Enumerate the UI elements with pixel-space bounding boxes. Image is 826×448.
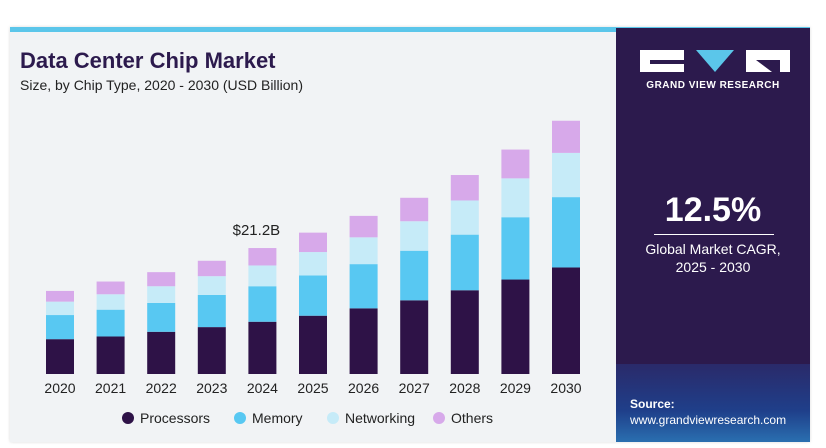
- bar-memory-2029: [501, 217, 530, 280]
- bar-processors-2020: [46, 339, 74, 374]
- x-tick-label: 2030: [550, 380, 581, 396]
- legend-label-networking: Networking: [345, 410, 415, 426]
- bar-networking-2025: [299, 252, 327, 276]
- bar-others-2020: [46, 290, 74, 302]
- bar-processors-2026: [349, 308, 378, 374]
- bar-networking-2020: [46, 301, 74, 316]
- brand-name: GRAND VIEW RESEARCH: [646, 80, 780, 91]
- cagr-label-line-1: Global Market CAGR,: [645, 241, 781, 257]
- legend-label-memory: Memory: [252, 410, 303, 426]
- cagr-value: 12.5%: [664, 191, 762, 229]
- source-label: Source:: [630, 397, 675, 411]
- bar-networking-2024: [248, 265, 277, 287]
- bar-processors-2029: [501, 279, 530, 374]
- bar-memory-2022: [147, 302, 176, 332]
- bar-processors-2025: [299, 315, 327, 374]
- bar-others-2027: [400, 197, 429, 222]
- x-tick-label: 2029: [500, 380, 531, 396]
- legend-swatch-networking: [327, 412, 339, 424]
- bar-networking-2022: [147, 286, 176, 303]
- bar-processors-2030: [552, 267, 580, 374]
- x-tick-label: 2024: [247, 380, 278, 396]
- bar-memory-2024: [248, 286, 277, 322]
- source-footer: [616, 364, 810, 442]
- chart-title: Data Center Chip Market: [20, 48, 276, 73]
- cagr-label-line-2: 2025 - 2030: [675, 259, 751, 275]
- bar-others-2026: [349, 215, 378, 238]
- bar-memory-2027: [400, 250, 429, 301]
- x-tick-label: 2026: [348, 380, 379, 396]
- bar-others-2021: [96, 281, 125, 295]
- bar-memory-2028: [450, 234, 479, 291]
- x-tick-label: 2021: [95, 380, 126, 396]
- cagr-divider: [654, 234, 774, 235]
- x-tick-label: 2025: [297, 380, 328, 396]
- source-url[interactable]: www.grandviewresearch.com: [630, 413, 787, 427]
- x-tick-label: 2023: [196, 380, 227, 396]
- bar-networking-2027: [400, 221, 429, 251]
- bar-others-2029: [501, 149, 530, 179]
- legend-swatch-memory: [234, 412, 246, 424]
- bar-processors-2021: [96, 336, 125, 374]
- bar-processors-2023: [197, 327, 226, 374]
- legend-swatch-others: [433, 412, 445, 424]
- bar-networking-2030: [552, 152, 580, 198]
- bar-processors-2022: [147, 331, 176, 374]
- bar-memory-2030: [552, 197, 580, 268]
- bar-networking-2023: [197, 276, 226, 295]
- legend-swatch-processors: [122, 412, 134, 424]
- bar-networking-2021: [96, 294, 125, 310]
- bar-processors-2028: [450, 290, 479, 374]
- x-tick-label: 2027: [399, 380, 430, 396]
- chart-subtitle: Size, by Chip Type, 2020 - 2030 (USD Bil…: [20, 77, 303, 93]
- bar-memory-2026: [349, 264, 378, 309]
- info-sidebar: GRAND VIEW RESEARCH 12.5% Global Market …: [616, 28, 810, 442]
- bar-others-2025: [299, 232, 327, 253]
- x-tick-label: 2022: [146, 380, 177, 396]
- bar-others-2024: [248, 248, 277, 266]
- bar-networking-2026: [349, 237, 378, 265]
- bar-memory-2025: [299, 275, 327, 316]
- bar-memory-2021: [96, 309, 125, 337]
- x-tick-label: 2020: [44, 380, 75, 396]
- cagr-label: Global Market CAGR, 2025 - 2030: [616, 240, 810, 276]
- bar-processors-2024: [248, 321, 277, 374]
- legend-label-processors: Processors: [140, 410, 210, 426]
- bar-memory-2023: [197, 294, 226, 328]
- top-accent-stripe: [10, 27, 810, 32]
- legend-label-others: Others: [451, 410, 493, 426]
- bar-networking-2029: [501, 178, 530, 218]
- bar-total-annotation: $21.2B: [233, 222, 281, 239]
- bar-others-2022: [147, 272, 176, 287]
- bar-memory-2020: [46, 315, 74, 340]
- bar-processors-2027: [400, 300, 429, 374]
- bar-others-2023: [197, 260, 226, 277]
- bar-others-2030: [552, 120, 580, 153]
- grand-view-research-logo: [640, 50, 790, 72]
- bar-others-2028: [450, 175, 479, 201]
- x-tick-label: 2028: [449, 380, 480, 396]
- bar-networking-2028: [450, 200, 479, 235]
- stacked-bar-chart: 2020 2021 2022 2023 2024 $21.2B 2025 2026 2027 20…: [44, 120, 582, 426]
